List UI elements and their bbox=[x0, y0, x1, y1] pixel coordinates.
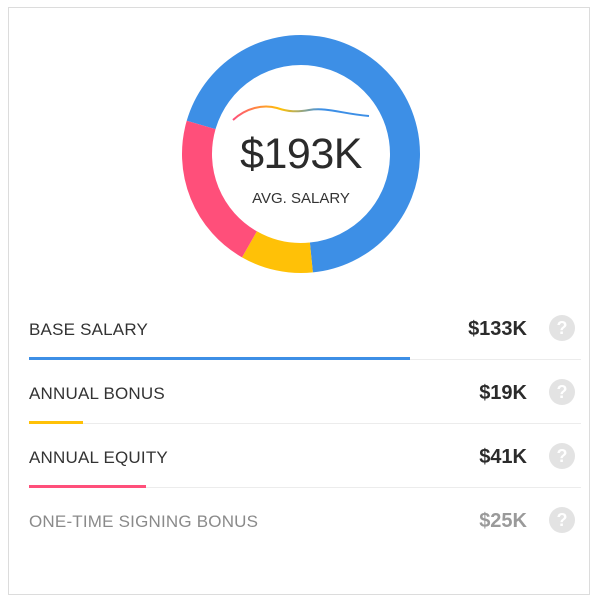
progress-bar bbox=[29, 485, 147, 488]
progress-bar bbox=[29, 421, 84, 424]
row-label: ONE-TIME SIGNING BONUS bbox=[29, 512, 259, 531]
row-label: BASE SALARY bbox=[29, 320, 149, 339]
help-icon[interactable]: ? bbox=[549, 315, 575, 341]
sparkline-icon bbox=[232, 105, 370, 121]
donut-svg bbox=[182, 35, 420, 273]
row-annual-equity: ANNUAL EQUITY $41K ? bbox=[29, 424, 581, 488]
row-base-salary: BASE SALARY $133K ? bbox=[29, 296, 581, 360]
avg-salary-label: AVG. SALARY bbox=[252, 190, 350, 207]
row-value: $133K bbox=[468, 318, 527, 340]
progress-bar bbox=[29, 357, 410, 360]
help-icon[interactable]: ? bbox=[549, 379, 575, 405]
donut-slice-annual-equity bbox=[182, 120, 258, 258]
avg-salary-amount: $193K bbox=[240, 130, 362, 178]
compensation-breakdown: BASE SALARY $133K ? ANNUAL BONUS $19K ? … bbox=[29, 296, 581, 552]
salary-donut-chart: $193K AVG. SALARY bbox=[181, 34, 421, 274]
row-value: $19K bbox=[479, 382, 527, 404]
row-signing-bonus: ONE-TIME SIGNING BONUS $25K ? bbox=[29, 488, 581, 552]
donut-slice-annual-bonus bbox=[242, 231, 313, 273]
row-label: ANNUAL BONUS bbox=[29, 384, 165, 403]
donut-slice-base-salary bbox=[186, 35, 420, 273]
help-icon[interactable]: ? bbox=[549, 507, 575, 533]
row-value: $25K bbox=[479, 510, 527, 532]
help-icon[interactable]: ? bbox=[549, 443, 575, 469]
salary-card: $193K AVG. SALARY BASE SALARY $133K ? AN… bbox=[8, 7, 590, 595]
row-label: ANNUAL EQUITY bbox=[29, 448, 168, 467]
row-value: $41K bbox=[479, 446, 527, 468]
row-annual-bonus: ANNUAL BONUS $19K ? bbox=[29, 360, 581, 424]
